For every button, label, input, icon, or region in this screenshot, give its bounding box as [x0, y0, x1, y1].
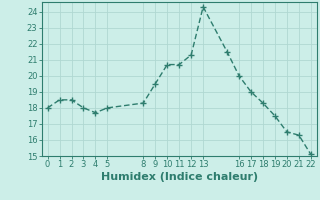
X-axis label: Humidex (Indice chaleur): Humidex (Indice chaleur) — [100, 172, 258, 182]
